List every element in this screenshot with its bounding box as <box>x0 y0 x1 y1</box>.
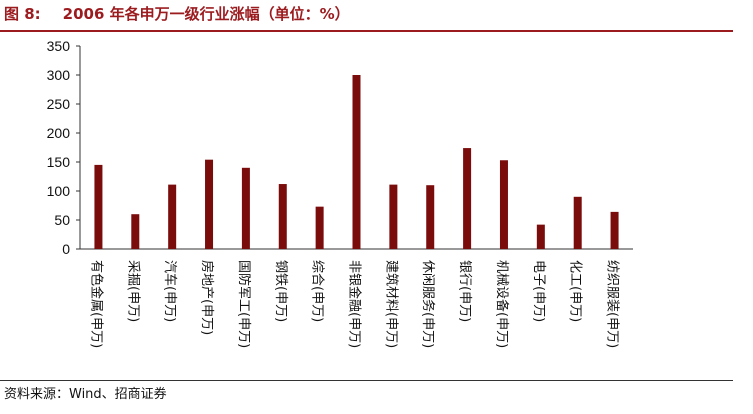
x-category-label: 非银金融(申万) <box>347 260 363 348</box>
y-tick-label: 150 <box>47 154 71 170</box>
x-category-label: 机械设备(申万) <box>494 260 510 348</box>
y-tick-label: 250 <box>47 96 71 112</box>
chart-title: 图 8: 2006 年各申万一级行业涨幅（单位：%） <box>4 2 350 26</box>
figure-label: 图 8: <box>4 5 41 23</box>
y-tick-label: 300 <box>47 67 71 83</box>
bar <box>94 164 103 249</box>
bar <box>131 214 140 249</box>
bar <box>426 185 435 249</box>
x-category-label: 汽车(申万) <box>162 260 178 322</box>
x-category-label: 建筑材料(申万) <box>383 260 399 348</box>
bar <box>610 211 619 249</box>
x-category-label: 房地产(申万) <box>199 260 215 335</box>
bar <box>389 184 398 249</box>
x-axis-labels: 有色金属(申万) 采掘(申万) 汽车(申万) 房地产(申万) 国防军工(申万) 钢铁(申万… <box>88 260 619 348</box>
x-category-label: 钢铁(申万) <box>273 260 288 322</box>
figure-title: 2006 年各申万一级行业涨幅（单位：%） <box>62 5 350 23</box>
y-tick-label: 0 <box>62 241 70 257</box>
x-category-label: 有色金属(申万) <box>88 260 104 348</box>
bar <box>168 184 177 249</box>
x-category-label: 休闲服务(申万) <box>420 260 436 348</box>
x-category-label: 国防军工(申万) <box>236 260 252 348</box>
bar <box>315 206 324 249</box>
bar-chart: 0 50 100 150 200 250 300 350 有色金属(申万) 采掘(申万) 汽车(申… <box>47 38 633 348</box>
x-category-label: 采掘(申万) <box>125 260 140 322</box>
bar <box>205 159 214 249</box>
bars <box>94 75 619 249</box>
x-category-label: 电子(申万) <box>531 260 546 322</box>
y-axis-ticks: 0 50 100 150 200 250 300 350 <box>47 38 80 257</box>
bar <box>463 148 472 249</box>
bar <box>241 167 250 249</box>
bar <box>536 224 545 249</box>
bar <box>499 160 508 249</box>
y-tick-label: 100 <box>47 183 71 199</box>
footer-rule <box>0 380 733 381</box>
y-tick-label: 350 <box>47 38 71 54</box>
x-category-label: 纺织服装(申万) <box>605 260 620 348</box>
bar <box>573 196 582 249</box>
y-tick-label: 50 <box>54 212 70 228</box>
y-tick-label: 200 <box>47 125 71 141</box>
x-category-label: 化工(申万) <box>568 260 583 322</box>
x-category-label: 银行(申万) <box>457 260 472 322</box>
title-rule <box>0 30 733 32</box>
source-note: 资料来源：Wind、招商证券 <box>4 387 167 402</box>
x-category-label: 综合(申万) <box>310 260 325 322</box>
bar <box>278 184 287 249</box>
bar <box>352 75 361 249</box>
